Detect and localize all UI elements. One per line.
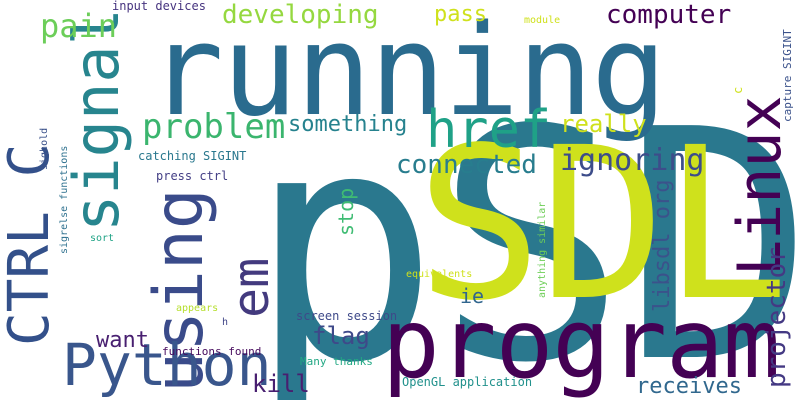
word: functions found xyxy=(162,345,262,358)
word: Many thanks xyxy=(300,355,373,368)
word: libsdl org xyxy=(650,179,675,312)
word: program xyxy=(382,288,781,400)
word: connected xyxy=(396,150,537,180)
word: input devices xyxy=(112,0,206,13)
word: something xyxy=(288,112,408,137)
word: OpenGL application xyxy=(402,375,533,389)
word: sighold xyxy=(39,127,50,170)
word: CTRL C xyxy=(0,143,62,346)
word: ie xyxy=(460,284,485,308)
word: capture SIGINT xyxy=(781,29,794,122)
word: sort xyxy=(90,233,115,244)
word: running xyxy=(148,0,667,144)
word: anything similar xyxy=(537,201,548,298)
word: appears xyxy=(176,303,219,314)
word: developing xyxy=(222,0,379,30)
word: pass xyxy=(434,2,487,27)
word: SDL xyxy=(416,102,789,347)
word: em xyxy=(222,257,280,318)
word: sigrelse functions xyxy=(59,145,70,254)
word: catching SIGINT xyxy=(138,149,247,163)
word: computer xyxy=(606,0,732,30)
word: press ctrl xyxy=(156,169,229,183)
word: Python xyxy=(62,331,272,399)
word: problem xyxy=(142,107,286,147)
word: stop xyxy=(334,187,358,236)
word: ignoring xyxy=(560,143,705,178)
word: kill xyxy=(252,370,310,398)
word: c xyxy=(731,86,745,94)
word: pSDL xyxy=(248,62,800,400)
word: equivalents xyxy=(406,269,473,280)
word: screen session xyxy=(296,309,398,323)
word: pain xyxy=(40,7,118,45)
word: want xyxy=(96,328,149,353)
word: really xyxy=(560,110,647,138)
word: projector xyxy=(762,247,792,388)
word: href xyxy=(426,100,552,160)
word: flag xyxy=(312,322,370,350)
word: receives xyxy=(636,374,742,399)
word: h xyxy=(222,317,229,328)
word: module xyxy=(524,15,561,26)
